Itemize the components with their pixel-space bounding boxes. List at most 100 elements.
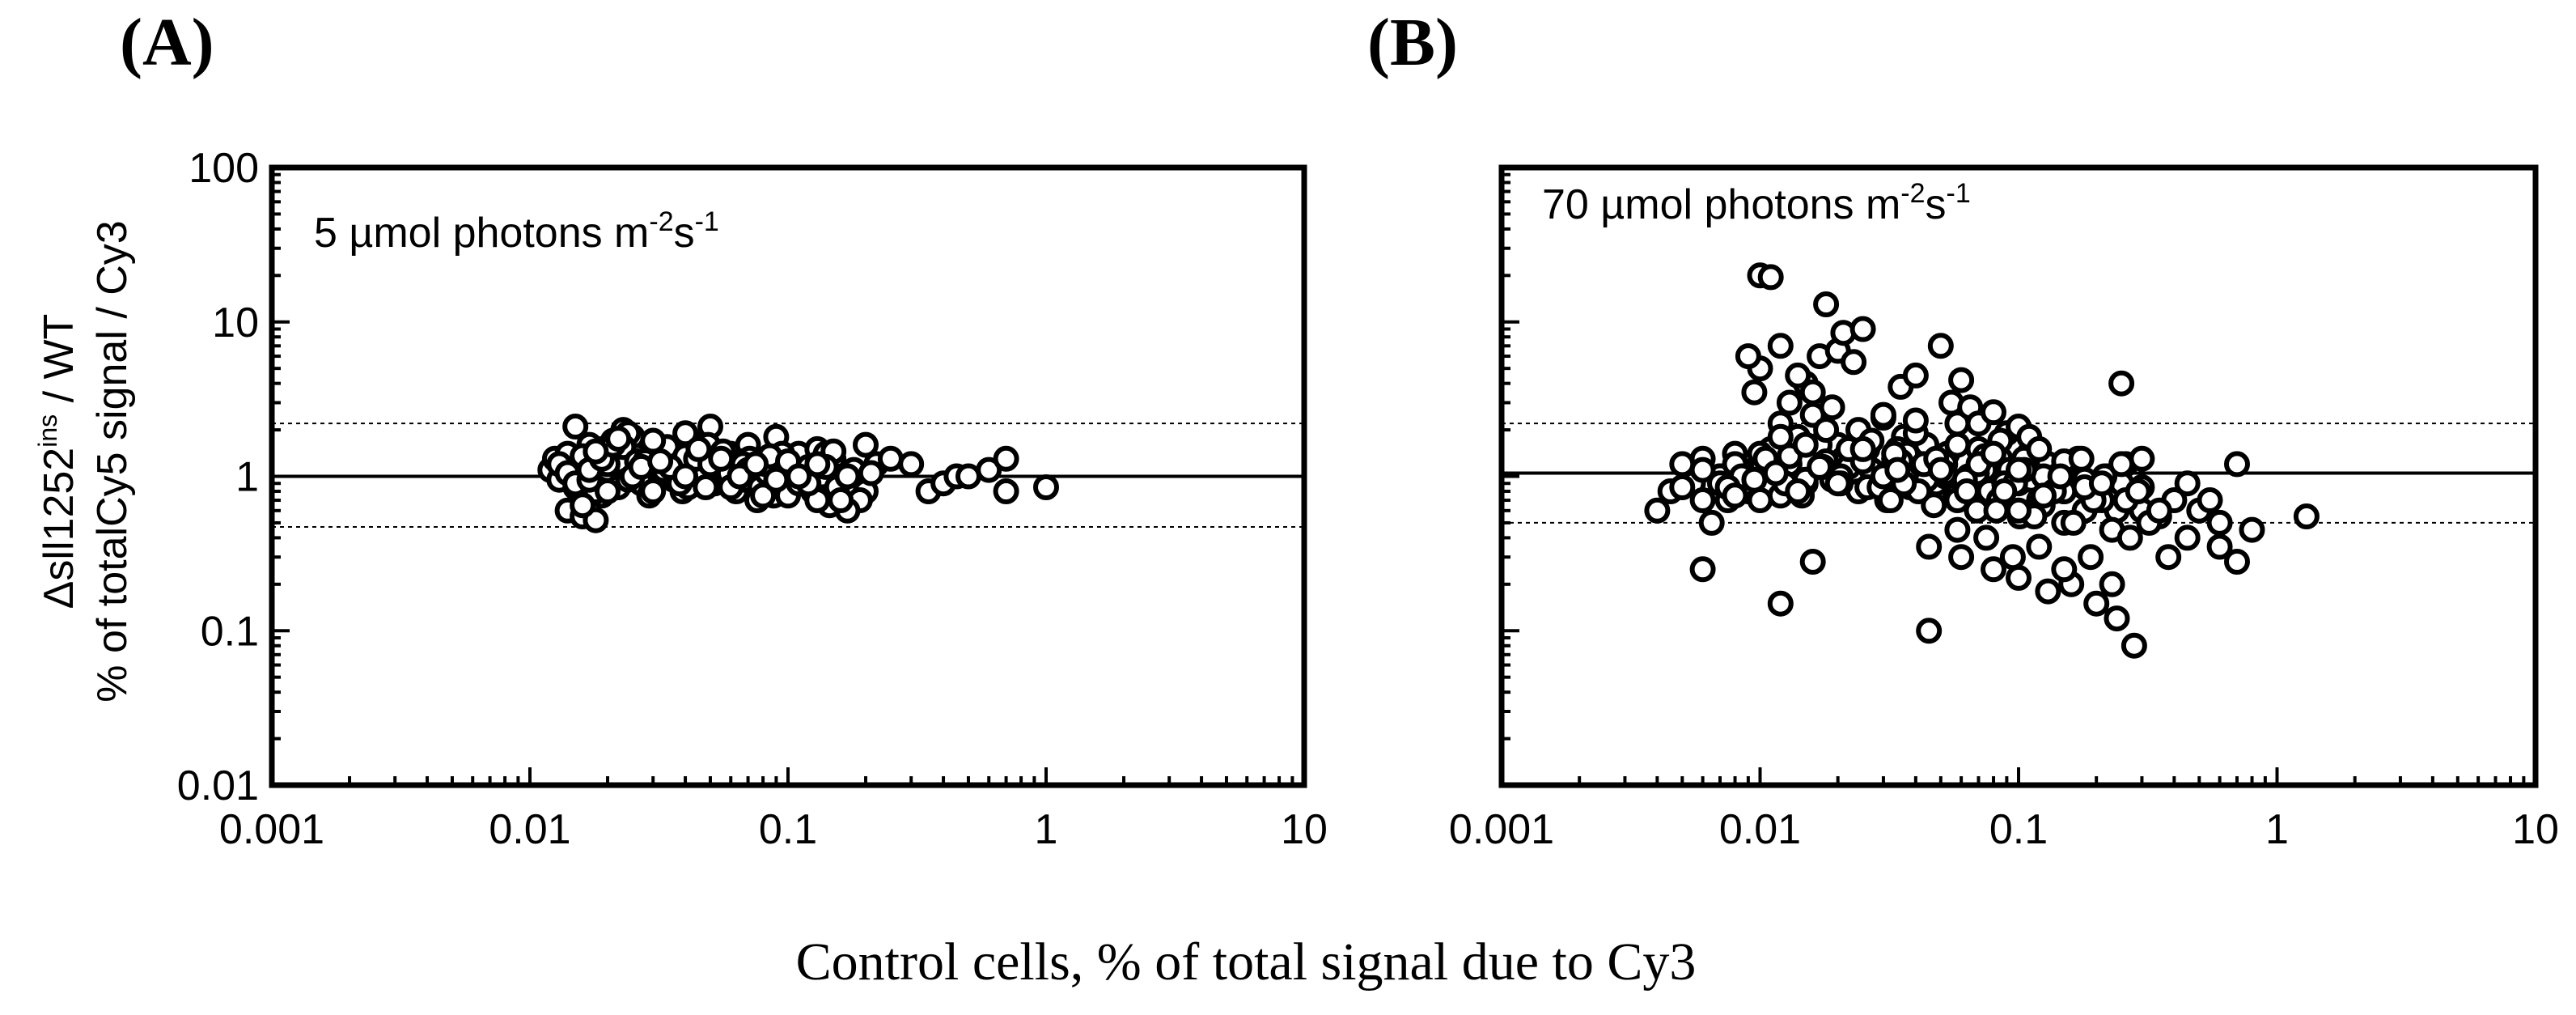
- y-label-gene: Δsll1252: [36, 448, 83, 609]
- data-point: [2083, 590, 2110, 617]
- panel-a-annotation-text: 5 µmol photons m: [314, 210, 649, 257]
- data-point: [1948, 367, 1975, 393]
- data-point: [1792, 431, 1819, 458]
- data-point: [834, 463, 861, 490]
- data-point: [1033, 474, 1059, 500]
- data-point: [1698, 509, 1725, 536]
- data-point: [1741, 466, 1768, 493]
- data-point: [1735, 343, 1761, 370]
- data-point: [1722, 482, 1748, 509]
- data-point: [955, 463, 981, 490]
- panel-a-label: (A): [120, 5, 214, 80]
- data-point: [1991, 478, 2018, 504]
- y-label-ratio: / WT: [36, 314, 83, 414]
- x-tick-label: 0.01: [1719, 806, 1801, 853]
- data-point: [685, 435, 712, 462]
- y-tick-label: 1: [235, 454, 259, 501]
- data-point: [2146, 497, 2172, 524]
- data-point: [1799, 379, 1826, 406]
- data-point: [1999, 544, 2026, 571]
- data-point: [2026, 533, 2053, 560]
- data-point: [976, 457, 1002, 483]
- data-point: [858, 460, 884, 486]
- data-point: [1767, 333, 1794, 359]
- panel-a-annotation-exp1: -2: [649, 206, 673, 237]
- data-point: [647, 448, 674, 474]
- data-point: [640, 427, 667, 454]
- data-point: [1689, 556, 1716, 583]
- x-axis-label: Control cells, % of total signal due to …: [796, 932, 1697, 992]
- data-point: [562, 414, 589, 440]
- x-tick-label: 10: [1281, 806, 1328, 853]
- y-tick-label: 0.01: [177, 762, 259, 809]
- data-point: [1927, 457, 1954, 483]
- data-point: [1689, 457, 1716, 483]
- data-point: [1902, 362, 1929, 389]
- data-point: [1849, 435, 1876, 462]
- data-point: [2060, 509, 2087, 536]
- data-point: [1813, 417, 1840, 444]
- data-point: [1741, 379, 1768, 406]
- data-point: [605, 426, 632, 452]
- data-point: [1689, 487, 1716, 513]
- data-point: [1870, 401, 1896, 428]
- panel-b-annotation-unit: s: [1926, 181, 1947, 228]
- data-point: [2224, 549, 2250, 575]
- data-point: [2125, 478, 2151, 504]
- data-point: [2108, 370, 2135, 397]
- data-point: [993, 478, 1019, 504]
- data-point: [1819, 394, 1845, 421]
- data-point: [1644, 497, 1671, 524]
- data-point: [2116, 524, 2143, 551]
- data-point: [2051, 556, 2078, 583]
- data-point: [2293, 503, 2320, 529]
- x-tick-label: 1: [1035, 806, 1058, 853]
- panel-a-annotation: 5 µmol photons m-2s-1: [314, 206, 719, 257]
- data-point: [1767, 590, 1794, 617]
- data-point: [1902, 407, 1929, 434]
- data-point: [1762, 460, 1789, 486]
- data-point: [2006, 497, 2032, 524]
- panel-b-annotation-exp2: -1: [1947, 178, 1971, 209]
- data-point: [2104, 605, 2130, 632]
- data-point: [1921, 492, 1947, 519]
- data-point: [2206, 533, 2233, 560]
- data-point: [2206, 509, 2233, 536]
- panel-a-annotation-unit: s: [674, 210, 695, 257]
- y-axis-label-line1: Δsll1252ins / WT: [33, 314, 83, 609]
- x-tick-label: 0.1: [759, 806, 817, 853]
- y-label-gene-superscript: ins: [33, 414, 62, 448]
- y-tick-label: 100: [189, 145, 259, 192]
- data-point: [2006, 457, 2032, 483]
- data-point: [1877, 487, 1904, 513]
- data-point: [2031, 482, 2057, 509]
- data-point: [2224, 451, 2250, 478]
- data-point: [2035, 578, 2061, 605]
- data-point: [640, 478, 667, 504]
- data-point: [1776, 389, 1803, 416]
- data-point: [1669, 474, 1696, 500]
- data-point: [2197, 487, 2223, 513]
- panel-b-plot-area: [1502, 262, 2536, 659]
- data-point: [693, 474, 719, 500]
- data-point: [1927, 333, 1954, 359]
- data-point: [2121, 632, 2147, 659]
- x-tick-label: 0.01: [489, 806, 570, 853]
- x-tick-label: 10: [2512, 806, 2559, 853]
- data-point: [2078, 544, 2104, 571]
- data-point: [786, 463, 812, 490]
- data-point: [1944, 431, 1971, 458]
- data-point: [743, 451, 769, 478]
- data-point: [1981, 556, 2006, 583]
- data-point: [1799, 549, 1826, 575]
- data-point: [1807, 453, 1833, 480]
- data-point: [1824, 470, 1851, 497]
- data-point: [877, 445, 904, 472]
- data-point: [2108, 451, 2135, 478]
- data-point: [1813, 291, 1840, 317]
- data-point: [853, 431, 879, 458]
- data-point: [1884, 457, 1911, 483]
